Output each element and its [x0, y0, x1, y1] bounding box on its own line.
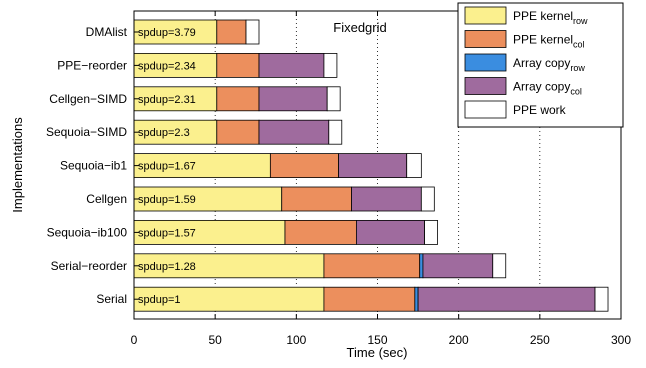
bar-segment — [258, 53, 325, 78]
bar-segment — [258, 119, 330, 145]
bar-segment — [323, 253, 421, 279]
bar-segment — [281, 186, 352, 212]
bar-segment — [594, 286, 609, 312]
bar-speedup-label: spdup=1.57 — [138, 227, 196, 239]
category-label: PPE−reorder — [57, 58, 127, 72]
bar-segment — [216, 119, 260, 145]
x-tick-label: 100 — [286, 333, 306, 347]
legend-swatch — [464, 30, 507, 48]
bar-segment — [133, 119, 218, 145]
category-label: Cellgen — [86, 192, 127, 206]
bar-speedup-label: spdup=1.67 — [138, 161, 196, 173]
bar-segment — [326, 86, 341, 112]
bar-segment — [323, 53, 338, 78]
x-tick-label: 250 — [530, 333, 550, 347]
bar-segment — [258, 86, 328, 112]
bar-segment — [269, 153, 339, 179]
bar-segment — [133, 219, 286, 245]
bar-segment — [216, 53, 260, 78]
category-label: Serial — [96, 292, 127, 306]
legend-entry-label: PPE work — [513, 103, 567, 117]
bar-segment — [133, 253, 325, 279]
category-label: Sequoia−SIMD — [46, 125, 127, 139]
bar-segment — [133, 153, 271, 179]
bar-segment — [424, 219, 438, 245]
bar-segment — [406, 153, 422, 179]
bar-segment — [284, 219, 357, 245]
legend-swatch — [464, 77, 507, 95]
legend-swatch — [464, 53, 507, 72]
bar-speedup-label: spdup=2.31 — [138, 94, 196, 106]
bar-segment — [216, 86, 260, 112]
bar-segment — [420, 186, 435, 212]
category-label: Serial−reorder — [51, 259, 127, 273]
bar-segment — [245, 19, 260, 45]
bar-segment — [419, 253, 424, 279]
bar-segment — [338, 153, 408, 179]
category-labels: DMAlist PPE−reorder Cellgen−SIMD Sequoia−SI… — [46, 25, 139, 306]
category-label: Cellgen−SIMD — [49, 92, 127, 106]
chart-title: Fixedgrid — [333, 20, 386, 35]
y-axis-title: Implementations — [10, 117, 25, 213]
bar-speedup-label: spdup=2.34 — [138, 60, 196, 72]
bar-speedup-label: spdup=1 — [138, 294, 181, 306]
x-axis-ticks: 0 50 100 150 200 250 300 — [131, 11, 631, 347]
legend: PPE kernelrow PPE kernelcol Array copyrow A… — [457, 2, 624, 128]
bar-segment — [323, 286, 416, 312]
x-tick-label: 50 — [208, 333, 222, 347]
legend-entry-label: Array copyrow — [513, 56, 585, 73]
category-label: Sequoia−ib1 — [60, 159, 127, 173]
bar-segment — [133, 86, 218, 112]
bar-segment — [351, 186, 422, 212]
bar-segment — [422, 253, 494, 279]
x-tick-label: 300 — [611, 333, 631, 347]
x-axis-title: Time (sec) — [347, 345, 408, 360]
bar-speedup-label: spdup=1.59 — [138, 194, 196, 206]
bar-segment — [417, 286, 596, 312]
x-tick-label: 200 — [449, 333, 469, 347]
bar-segment — [492, 253, 507, 279]
bar-speedup-label: spdup=3.79 — [138, 27, 196, 39]
legend-swatch — [464, 100, 507, 119]
legend-entry-label: Array copycol — [513, 80, 582, 97]
category-label: Sequoia−ib100 — [47, 225, 128, 239]
legend-entry-label: PPE kernelcol — [513, 33, 585, 50]
bars: spdup=3.79 spdup=2.34 spdup=2.31 spdup=2.3 s… — [133, 19, 609, 312]
bar-segment — [414, 286, 419, 312]
category-label: DMAlist — [86, 25, 128, 39]
bar-segment — [216, 19, 247, 45]
bar-segment — [355, 219, 425, 245]
bar-segment — [328, 119, 343, 145]
bar-speedup-label: spdup=1.28 — [138, 261, 196, 273]
legend-swatch — [464, 6, 507, 25]
legend-entry-label: PPE kernelrow — [513, 9, 588, 26]
x-tick-label: 0 — [131, 333, 138, 347]
x-tick-label: 150 — [367, 333, 387, 347]
bar-speedup-label: spdup=2.3 — [138, 127, 190, 139]
